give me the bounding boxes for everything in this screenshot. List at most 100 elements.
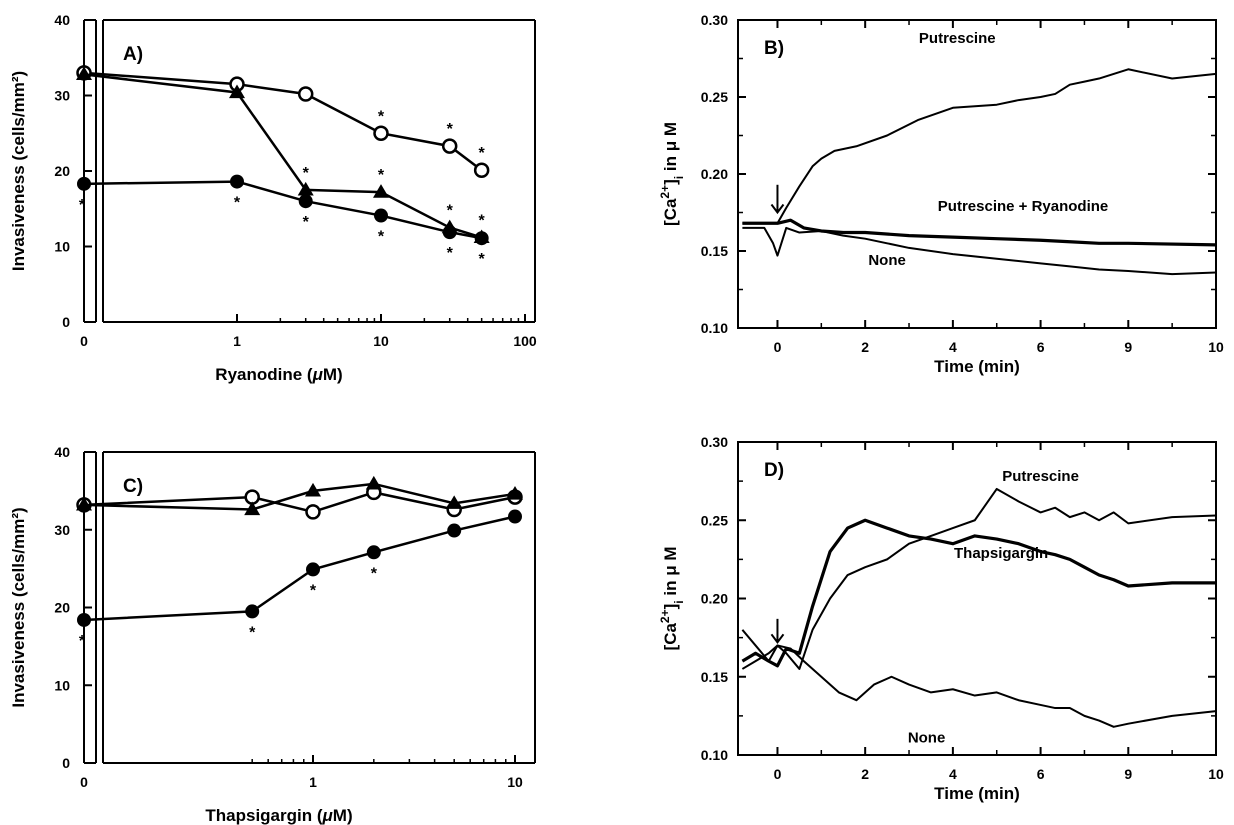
x-tick-label: 10 (373, 333, 389, 349)
y-axis-label: Invasiveness (cells/mm²) (9, 507, 28, 707)
x-tick-label: 1 (309, 774, 317, 790)
y-tick-label: 20 (54, 600, 70, 616)
y-tick-label: 10 (54, 677, 70, 693)
x-axis-label-text: Ryanodine ( (215, 365, 313, 384)
significance-star: * (479, 212, 486, 229)
x-axis-label-unit: M) (323, 365, 343, 384)
data-point-filled-circle (366, 545, 381, 560)
panel-b: 0.10 0.15 0.20 0.25 0.30 0 2 4 6 9 10 Time (min) [Ca… (658, 12, 1224, 376)
y-axis-label-part: [Ca (661, 623, 680, 651)
x-tick-label: 6 (1037, 339, 1045, 355)
data-point-filled-circle (298, 194, 313, 209)
data-point-filled-triangle (229, 84, 245, 99)
y-axis-label-part: ] (661, 179, 680, 185)
data-point-filled-triangle (373, 184, 389, 198)
x-tick-label: 0 (80, 774, 88, 790)
x-tick-label: 1 (233, 333, 241, 349)
significance-star: * (378, 167, 385, 184)
data-point-filled-circle (230, 174, 244, 189)
significance-star: * (303, 214, 310, 231)
y-tick-label: 0.30 (701, 12, 728, 28)
x-tick-label: 100 (513, 333, 537, 349)
panel-c: 0 10 20 30 40 0 1 10 Thapsigargin (μM) Invasivene… (9, 444, 536, 825)
x-axis-label: Thapsigargin (μM) (205, 806, 352, 825)
series-line-none (742, 226, 1217, 276)
data-point-open-circle (305, 504, 321, 520)
data-point-filled-circle (374, 208, 388, 223)
x-tick-label: 4 (949, 766, 957, 782)
panel-label: B) (764, 38, 784, 59)
data-point-filled-triangle (244, 501, 261, 516)
y-tick-label: 0.10 (701, 320, 728, 336)
data-point-filled-circle (442, 225, 457, 240)
data-point-filled-circle (508, 509, 522, 524)
y-axis-label: [Ca2+]i in μ M (658, 122, 686, 226)
y-tick-label: 0 (62, 314, 70, 330)
series-line-filled-circle (83, 515, 516, 622)
series-line-filled-circle (83, 180, 482, 240)
x-tick-label: 9 (1124, 766, 1132, 782)
series-annotation: Putrescine + Ryanodine (938, 198, 1108, 215)
x-tick-label: 9 (1124, 339, 1132, 355)
y-tick-label: 0.10 (701, 747, 728, 763)
y-tick-label: 0.25 (701, 512, 728, 528)
x-tick-label: 0 (80, 333, 88, 349)
x-axis-label-mu: μ (312, 365, 324, 384)
arrow-head (770, 203, 785, 215)
data-point-filled-triangle (76, 496, 92, 511)
data-point-filled-circle (447, 523, 462, 538)
significance-star: * (447, 245, 454, 262)
y-tick-label: 40 (54, 12, 70, 28)
series-annotation: Putrescine (919, 30, 996, 47)
panel-a: 0 10 20 30 40 0 1 10 100 Ryanodine (μM) Invasivene… (9, 12, 537, 384)
y-tick-label: 0.30 (701, 434, 728, 450)
data-point-open-circle (441, 138, 458, 154)
y-tick-label: 20 (54, 163, 70, 179)
significance-star: * (249, 624, 256, 641)
x-tick-label: 10 (1208, 766, 1224, 782)
series-annotation: Thapsigargin (954, 545, 1048, 562)
significance-star: * (479, 145, 486, 162)
arrow-head (770, 633, 785, 644)
significance-star: * (447, 203, 454, 220)
x-tick-label: 2 (861, 339, 869, 355)
y-tick-label: 0.20 (701, 166, 728, 182)
y-axis-label-part: in μ M (661, 122, 680, 176)
data-point-filled-triangle (365, 475, 382, 490)
series-line-filled-triangle (83, 73, 483, 239)
series-annotation: None (908, 729, 946, 746)
x-tick-label: 4 (949, 339, 957, 355)
x-axis-label-unit: M) (333, 806, 353, 825)
x-axis-label: Ryanodine (μM) (215, 365, 342, 384)
panel-label: C) (123, 476, 143, 497)
panel-d: 0.10 0.15 0.20 0.25 0.30 0 2 4 6 9 10 Time (min) [Ca… (658, 434, 1224, 803)
data-point-filled-circle (77, 176, 91, 191)
y-axis-label-part: ] (661, 604, 680, 610)
significance-star: * (303, 165, 310, 182)
significance-star: * (79, 197, 86, 214)
plot-frame (737, 19, 1217, 329)
y-tick-label: 0.20 (701, 591, 728, 607)
x-axis-label-text: Thapsigargin ( (205, 806, 322, 825)
significance-star: * (378, 108, 385, 125)
series-line-none (741, 644, 1217, 728)
series-line-putrescine-ryanodine (742, 218, 1217, 247)
data-point-filled-circle (306, 562, 320, 577)
y-axis-label-part: in μ M (661, 547, 680, 601)
y-axis-label: [Ca2+]i in μ M (658, 547, 686, 651)
data-point-filled-circle (474, 231, 489, 246)
y-axis-label-part: [Ca (661, 198, 680, 226)
significance-star: * (447, 121, 454, 138)
x-axis-label: Time (min) (934, 357, 1020, 376)
y-axis-label-part: 2+ (658, 609, 672, 623)
x-tick-label: 10 (507, 774, 523, 790)
y-axis-label-part: i (672, 176, 686, 179)
x-tick-label: 2 (861, 766, 869, 782)
series-line-filled-triangle (83, 482, 516, 511)
y-axis-label-part: 2+ (658, 185, 672, 199)
y-tick-label: 30 (54, 522, 70, 538)
y-tick-label: 0.25 (701, 89, 728, 105)
data-point-open-circle (473, 162, 490, 178)
x-tick-label: 10 (1208, 339, 1224, 355)
